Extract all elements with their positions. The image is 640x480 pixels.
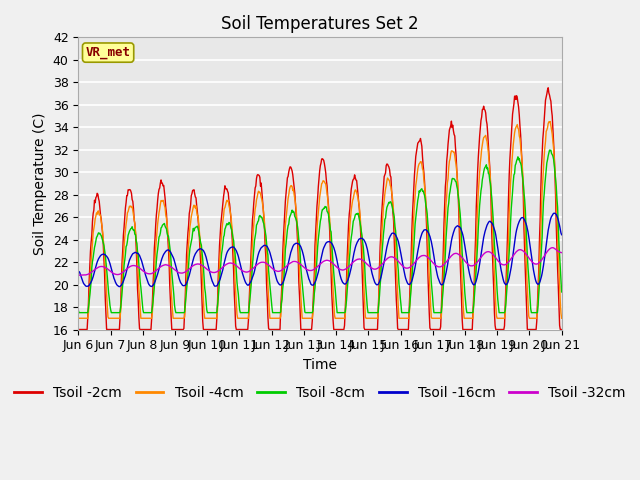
- Tsoil -8cm: [74, 308, 82, 313]
- Tsoil -8cm: [76, 310, 83, 315]
- Tsoil -4cm: [74, 315, 82, 321]
- X-axis label: Time: Time: [303, 358, 337, 372]
- Tsoil -16cm: [134, 251, 141, 256]
- Tsoil -4cm: [558, 315, 566, 321]
- Tsoil -16cm: [558, 232, 566, 238]
- Tsoil -4cm: [133, 245, 141, 251]
- Tsoil -2cm: [133, 262, 141, 267]
- Tsoil -32cm: [182, 269, 189, 275]
- Title: Soil Temperatures Set 2: Soil Temperatures Set 2: [221, 15, 419, 33]
- Tsoil -32cm: [392, 256, 400, 262]
- Tsoil -2cm: [558, 326, 566, 332]
- Tsoil -16cm: [379, 266, 387, 272]
- Tsoil -16cm: [183, 280, 191, 286]
- Tsoil -4cm: [547, 119, 554, 124]
- Tsoil -8cm: [208, 310, 216, 315]
- Tsoil -2cm: [378, 203, 386, 208]
- Tsoil -8cm: [84, 310, 92, 315]
- Tsoil -32cm: [74, 272, 82, 278]
- Line: Tsoil -8cm: Tsoil -8cm: [78, 150, 562, 312]
- Tsoil -16cm: [393, 235, 401, 240]
- Tsoil -8cm: [558, 289, 566, 295]
- Tsoil -4cm: [83, 315, 91, 321]
- Tsoil -16cm: [83, 284, 91, 289]
- Tsoil -2cm: [74, 326, 82, 332]
- Tsoil -2cm: [207, 326, 215, 332]
- Tsoil -8cm: [393, 244, 401, 250]
- Tsoil -2cm: [182, 273, 189, 279]
- Legend: Tsoil -2cm, Tsoil -4cm, Tsoil -8cm, Tsoil -16cm, Tsoil -32cm: Tsoil -2cm, Tsoil -4cm, Tsoil -8cm, Tsoi…: [8, 380, 632, 406]
- Tsoil -8cm: [379, 238, 387, 243]
- Tsoil -16cm: [74, 269, 82, 275]
- Tsoil -32cm: [83, 272, 91, 277]
- Tsoil -16cm: [208, 278, 216, 284]
- Line: Tsoil -2cm: Tsoil -2cm: [78, 88, 562, 329]
- Tsoil -2cm: [83, 326, 91, 332]
- Line: Tsoil -16cm: Tsoil -16cm: [78, 213, 562, 287]
- Line: Tsoil -4cm: Tsoil -4cm: [78, 121, 562, 318]
- Tsoil -4cm: [378, 222, 386, 228]
- Tsoil -16cm: [116, 284, 124, 289]
- Tsoil -4cm: [182, 289, 189, 295]
- Tsoil -2cm: [392, 296, 400, 302]
- Tsoil -16cm: [550, 210, 558, 216]
- Y-axis label: Soil Temperature (C): Soil Temperature (C): [33, 112, 47, 255]
- Tsoil -32cm: [133, 264, 141, 269]
- Tsoil -4cm: [207, 315, 215, 321]
- Tsoil -2cm: [545, 85, 552, 91]
- Tsoil -8cm: [546, 147, 554, 153]
- Tsoil -32cm: [558, 250, 566, 255]
- Tsoil -32cm: [207, 269, 215, 275]
- Tsoil -32cm: [548, 245, 556, 251]
- Tsoil -32cm: [378, 261, 386, 267]
- Tsoil -8cm: [183, 288, 191, 293]
- Line: Tsoil -32cm: Tsoil -32cm: [78, 248, 562, 275]
- Text: VR_met: VR_met: [86, 46, 131, 59]
- Tsoil -8cm: [134, 249, 141, 254]
- Tsoil -4cm: [392, 265, 400, 271]
